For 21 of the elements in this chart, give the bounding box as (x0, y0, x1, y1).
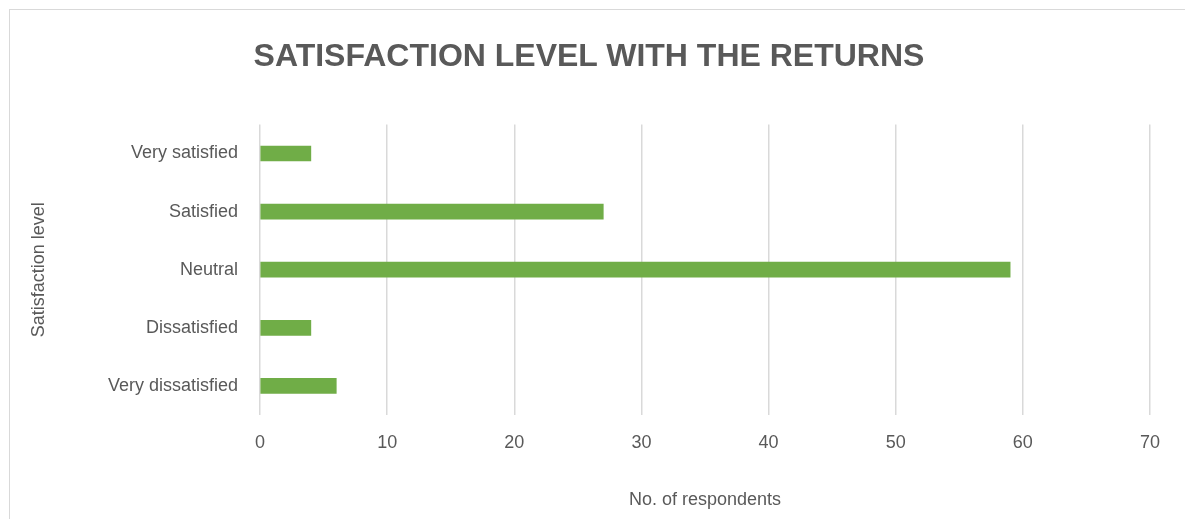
bar (260, 261, 1011, 278)
x-tick-label: 10 (377, 431, 398, 452)
x-tick-label: 20 (504, 431, 525, 452)
y-axis-title: Satisfaction level (27, 202, 48, 338)
bar (260, 319, 312, 336)
y-tick-label: Satisfied (168, 200, 238, 221)
x-tick-label: 60 (1012, 431, 1033, 452)
x-tick-label: 40 (758, 431, 779, 452)
bar (260, 203, 604, 220)
chart-title: SATISFACTION LEVEL WITH THE RETURNS (253, 37, 925, 74)
x-tick-label: 30 (631, 431, 652, 452)
x-tick-label: 70 (1139, 431, 1161, 452)
bar (260, 145, 312, 162)
x-tick-label: 50 (885, 431, 906, 452)
y-tick-label: Very dissatisfied (107, 374, 238, 395)
x-tick-label: 0 (254, 431, 266, 452)
x-axis-title: No. of respondents (628, 489, 782, 510)
y-tick-label: Neutral (179, 258, 238, 279)
bar (260, 378, 337, 394)
y-tick-label: Very satisfied (130, 142, 238, 163)
y-tick-label: Dissatisfied (145, 316, 238, 337)
